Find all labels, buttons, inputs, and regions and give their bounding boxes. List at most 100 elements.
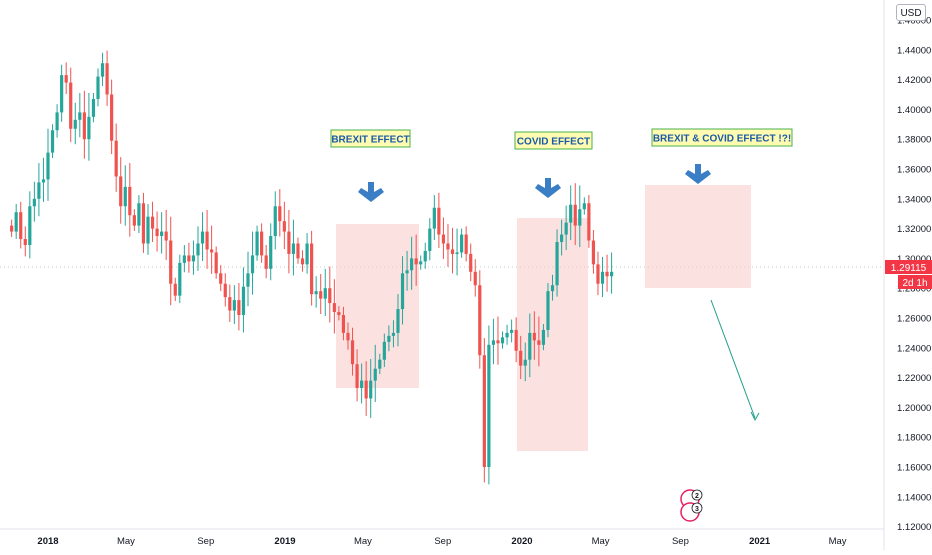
candle[interactable] xyxy=(160,212,164,254)
candle[interactable] xyxy=(241,267,246,333)
candle[interactable] xyxy=(550,274,555,301)
candle[interactable] xyxy=(300,250,305,272)
candle[interactable] xyxy=(482,338,486,483)
candle[interactable] xyxy=(282,201,286,250)
candle[interactable] xyxy=(105,50,109,106)
candle[interactable] xyxy=(228,284,232,322)
candle[interactable] xyxy=(255,225,259,261)
candle[interactable] xyxy=(369,358,373,418)
candle[interactable] xyxy=(200,212,205,261)
candle[interactable] xyxy=(110,79,114,155)
candle[interactable] xyxy=(114,123,118,192)
candle[interactable] xyxy=(510,319,514,343)
candle[interactable] xyxy=(519,335,523,380)
candle[interactable] xyxy=(182,244,186,273)
candle[interactable] xyxy=(73,102,77,145)
candle[interactable] xyxy=(514,317,518,363)
candle[interactable] xyxy=(14,204,18,239)
brexit-covid-effect-box[interactable] xyxy=(645,185,751,288)
candle[interactable] xyxy=(310,230,314,306)
candle[interactable] xyxy=(487,325,491,485)
candle[interactable] xyxy=(291,219,296,276)
candle[interactable] xyxy=(437,192,441,248)
candle[interactable] xyxy=(141,192,146,253)
candle[interactable] xyxy=(19,201,23,249)
candle[interactable] xyxy=(600,256,605,298)
candle[interactable] xyxy=(205,209,209,269)
candle[interactable] xyxy=(146,204,150,255)
candle[interactable] xyxy=(269,223,273,281)
candle[interactable] xyxy=(582,197,586,215)
projection-arrow[interactable] xyxy=(710,299,760,422)
candle[interactable] xyxy=(219,265,223,292)
candle[interactable] xyxy=(196,226,200,271)
candle[interactable] xyxy=(328,266,332,323)
candle[interactable] xyxy=(305,233,309,274)
candle[interactable] xyxy=(10,219,14,237)
candle[interactable] xyxy=(564,205,568,250)
candle[interactable] xyxy=(46,128,50,201)
candle[interactable] xyxy=(532,311,536,360)
candle[interactable] xyxy=(578,185,582,248)
candle[interactable] xyxy=(591,230,596,274)
candle[interactable] xyxy=(55,104,59,138)
brexit-callout[interactable]: BREXIT EFFECT xyxy=(330,129,411,148)
candle[interactable] xyxy=(432,195,436,240)
candle[interactable] xyxy=(319,274,323,315)
candle[interactable] xyxy=(423,242,427,269)
candle[interactable] xyxy=(223,273,227,307)
candle[interactable] xyxy=(441,217,446,259)
candle[interactable] xyxy=(214,246,218,279)
arrow-down-icon[interactable] xyxy=(685,164,711,184)
candle[interactable] xyxy=(546,282,550,338)
candle[interactable] xyxy=(164,209,168,260)
candle[interactable] xyxy=(396,294,400,347)
candle[interactable] xyxy=(32,181,36,222)
candle[interactable] xyxy=(473,259,477,297)
candle[interactable] xyxy=(596,251,600,296)
candle[interactable] xyxy=(37,163,41,217)
candle[interactable] xyxy=(155,211,159,252)
candle[interactable] xyxy=(278,189,282,237)
candle[interactable] xyxy=(464,226,468,262)
candle[interactable] xyxy=(478,270,482,369)
candle[interactable] xyxy=(355,349,359,402)
candle[interactable] xyxy=(419,255,423,270)
candle[interactable] xyxy=(150,201,155,243)
candle[interactable] xyxy=(173,277,177,302)
time-axis[interactable]: 2018 May Sep 2019 May Sep 2020 May Sep 2021 May xyxy=(37,536,846,547)
candle[interactable] xyxy=(64,62,68,94)
candle[interactable] xyxy=(569,185,573,241)
candle[interactable] xyxy=(237,282,241,331)
candle[interactable] xyxy=(500,331,505,349)
candle[interactable] xyxy=(373,344,377,403)
candle[interactable] xyxy=(260,223,264,263)
candle[interactable] xyxy=(123,165,127,226)
candle[interactable] xyxy=(178,254,182,304)
candle[interactable] xyxy=(341,306,346,341)
candle[interactable] xyxy=(246,251,250,307)
candle[interactable] xyxy=(523,342,527,382)
brexit-effect-box[interactable] xyxy=(336,224,419,388)
candle[interactable] xyxy=(187,242,191,273)
candle[interactable] xyxy=(446,224,450,267)
candle[interactable] xyxy=(387,325,391,352)
candle[interactable] xyxy=(128,163,132,237)
candle[interactable] xyxy=(137,195,141,233)
candle[interactable] xyxy=(391,320,396,348)
candle[interactable] xyxy=(119,157,123,224)
candle[interactable] xyxy=(360,363,364,404)
candle[interactable] xyxy=(169,216,173,306)
candle[interactable] xyxy=(210,225,214,274)
candle[interactable] xyxy=(573,183,577,246)
candle[interactable] xyxy=(78,93,82,138)
candle[interactable] xyxy=(610,252,614,294)
candle[interactable] xyxy=(491,318,496,365)
candle[interactable] xyxy=(528,313,532,378)
candle[interactable] xyxy=(382,333,386,368)
candle[interactable] xyxy=(378,353,382,375)
candle[interactable] xyxy=(41,157,46,202)
candle[interactable] xyxy=(496,316,500,365)
